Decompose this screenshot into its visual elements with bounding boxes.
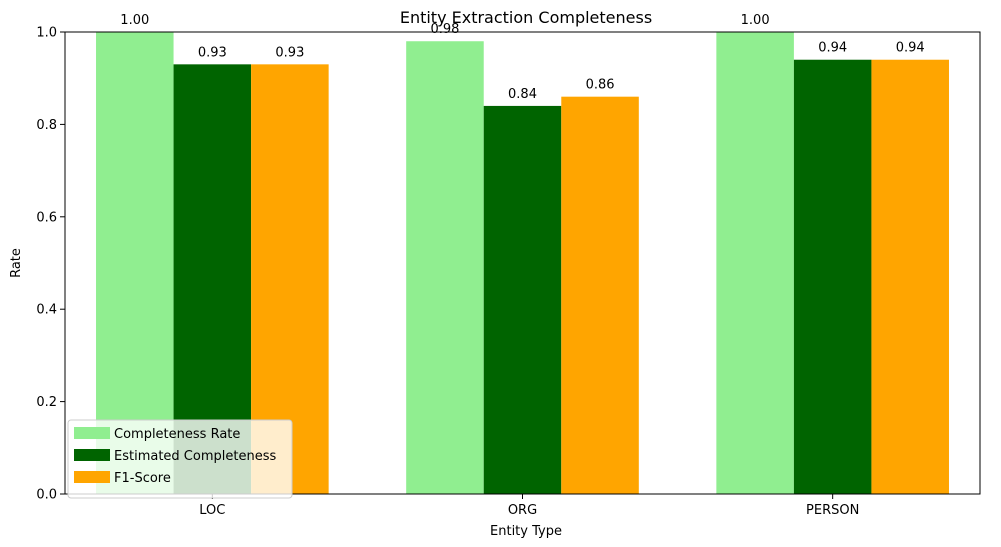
bar-org-series-1 [406, 41, 484, 495]
bar-person-series-2 [793, 59, 872, 494]
y-tick-label: 0.8 [36, 118, 57, 133]
y-tick-label: 0.6 [36, 210, 57, 225]
legend-label: F1-Score [114, 471, 171, 486]
y-tick-label: 1.0 [36, 26, 57, 41]
data-label: 0.84 [508, 87, 537, 102]
legend: Completeness Rate Estimated Completeness F… [67, 419, 293, 499]
data-label: 0.93 [275, 45, 304, 60]
bar-loc-series-1 [96, 32, 174, 494]
data-label: 1.00 [741, 13, 770, 28]
y-tick-label: 0.0 [36, 488, 57, 503]
bar-org-series-3 [561, 96, 639, 495]
bar-org-series-2 [483, 105, 562, 495]
x-tick-label-org: ORG [508, 503, 537, 518]
x-axis-label: Entity Type [490, 524, 562, 539]
legend-swatch [74, 449, 110, 461]
x-tick-label-loc: LOC [199, 503, 225, 518]
legend-label: Estimated Completeness [114, 449, 276, 464]
data-label: 0.93 [198, 45, 227, 60]
bar-person-series-1 [716, 32, 794, 494]
x-tick-label-person: PERSON [806, 503, 859, 518]
y-tick-label: 0.4 [36, 303, 57, 318]
data-label: 0.94 [896, 41, 925, 56]
legend-label: Completeness Rate [114, 427, 240, 442]
data-label: 0.98 [430, 22, 459, 37]
y-axis-label: Rate [9, 248, 24, 278]
chart-title: Entity Extraction Completeness [400, 8, 652, 27]
data-label: 1.00 [120, 13, 149, 28]
bar-person-series-3 [871, 59, 949, 494]
y-axis: 0.0 0.2 0.4 0.6 0.8 1.0 [36, 26, 65, 503]
legend-box [67, 419, 293, 499]
y-tick-label: 0.2 [36, 395, 57, 410]
data-label: 0.86 [586, 78, 615, 93]
data-label: 0.94 [818, 41, 847, 56]
legend-swatch [74, 471, 110, 483]
legend-swatch [74, 427, 110, 439]
x-axis: LOC ORG PERSON [199, 494, 859, 518]
data-labels-group: 1.00 0.98 1.00 0.93 0.84 0.94 0.93 0.86 0.94 [120, 13, 924, 102]
